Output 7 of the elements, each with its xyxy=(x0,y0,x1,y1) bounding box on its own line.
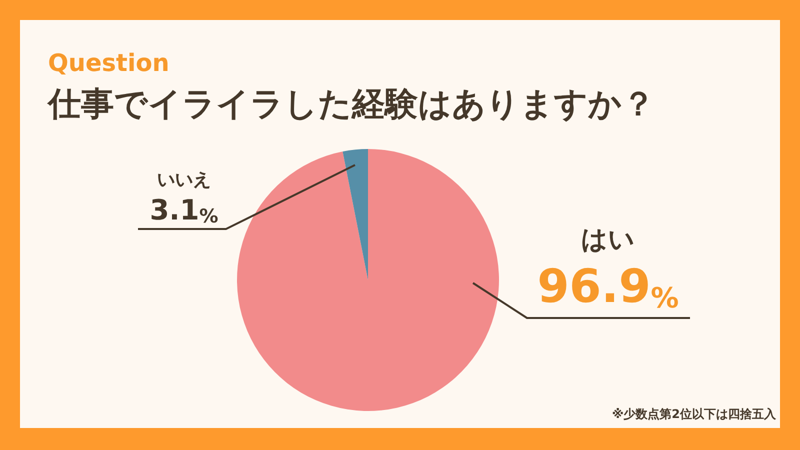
data-label: 3.1% xyxy=(150,194,218,228)
text: ※少数点第2位以下は四捨五入 xyxy=(612,407,777,421)
slice-label: はい xyxy=(581,225,635,255)
chart-subtitle: 仕事でイライラした経験はありますか？ xyxy=(46,84,655,123)
data-label: 96.9% xyxy=(537,259,679,314)
slice-label: いいえ xyxy=(157,170,211,190)
chart-title: Question xyxy=(48,49,170,77)
